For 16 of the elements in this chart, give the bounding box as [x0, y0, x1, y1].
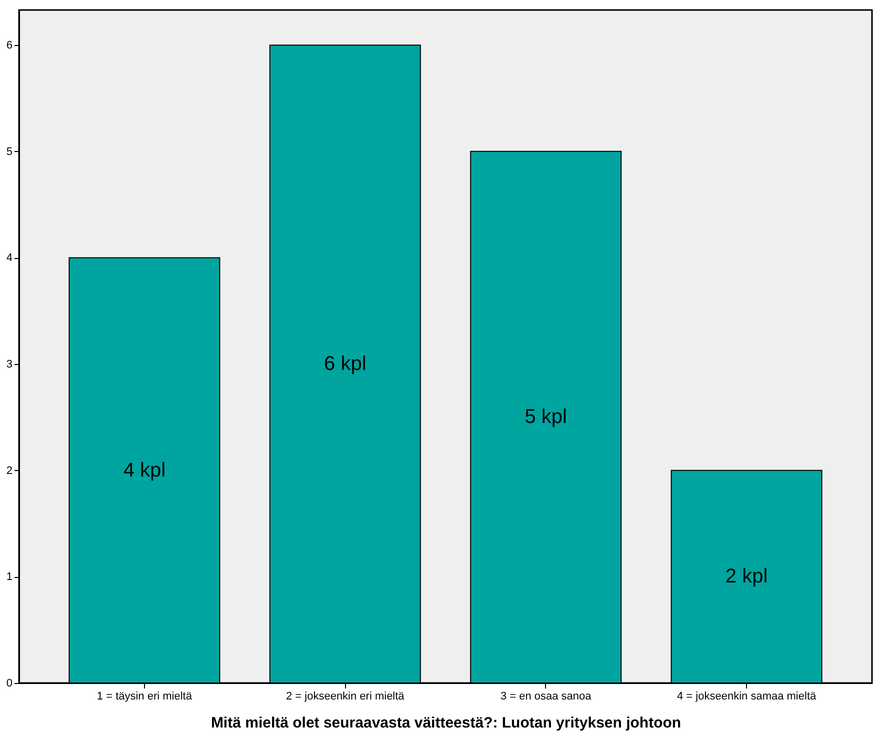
x-axis-title: Mitä mieltä olet seuraavasta väitteestä?: Luotan yrityksen johtoon [210, 714, 682, 732]
y-tick-label: 0 [6, 678, 12, 690]
y-tick-label: 4 [6, 252, 12, 264]
data-label: 6 kpl [324, 353, 366, 376]
x-tick-label: 4 = jokseenkin samaa mieltä [677, 690, 817, 702]
x-tick-label: 3 = en osaa sanoa [500, 690, 592, 702]
y-tick-label: 1 [6, 571, 12, 584]
data-label: 2 kpl [725, 566, 768, 588]
y-tick-label: 3 [6, 358, 12, 371]
data-label: 5 kpl [524, 406, 567, 428]
x-tick-label: 1 = täysin eri mieltä [96, 690, 193, 702]
y-tick-label: 2 [6, 464, 12, 477]
y-tick-label: 5 [6, 146, 12, 158]
y-tick-label: 6 [6, 40, 12, 52]
x-tick-label: 2 = jokseenkin eri mieltä [286, 690, 406, 702]
data-label: 4 kpl [123, 459, 166, 482]
